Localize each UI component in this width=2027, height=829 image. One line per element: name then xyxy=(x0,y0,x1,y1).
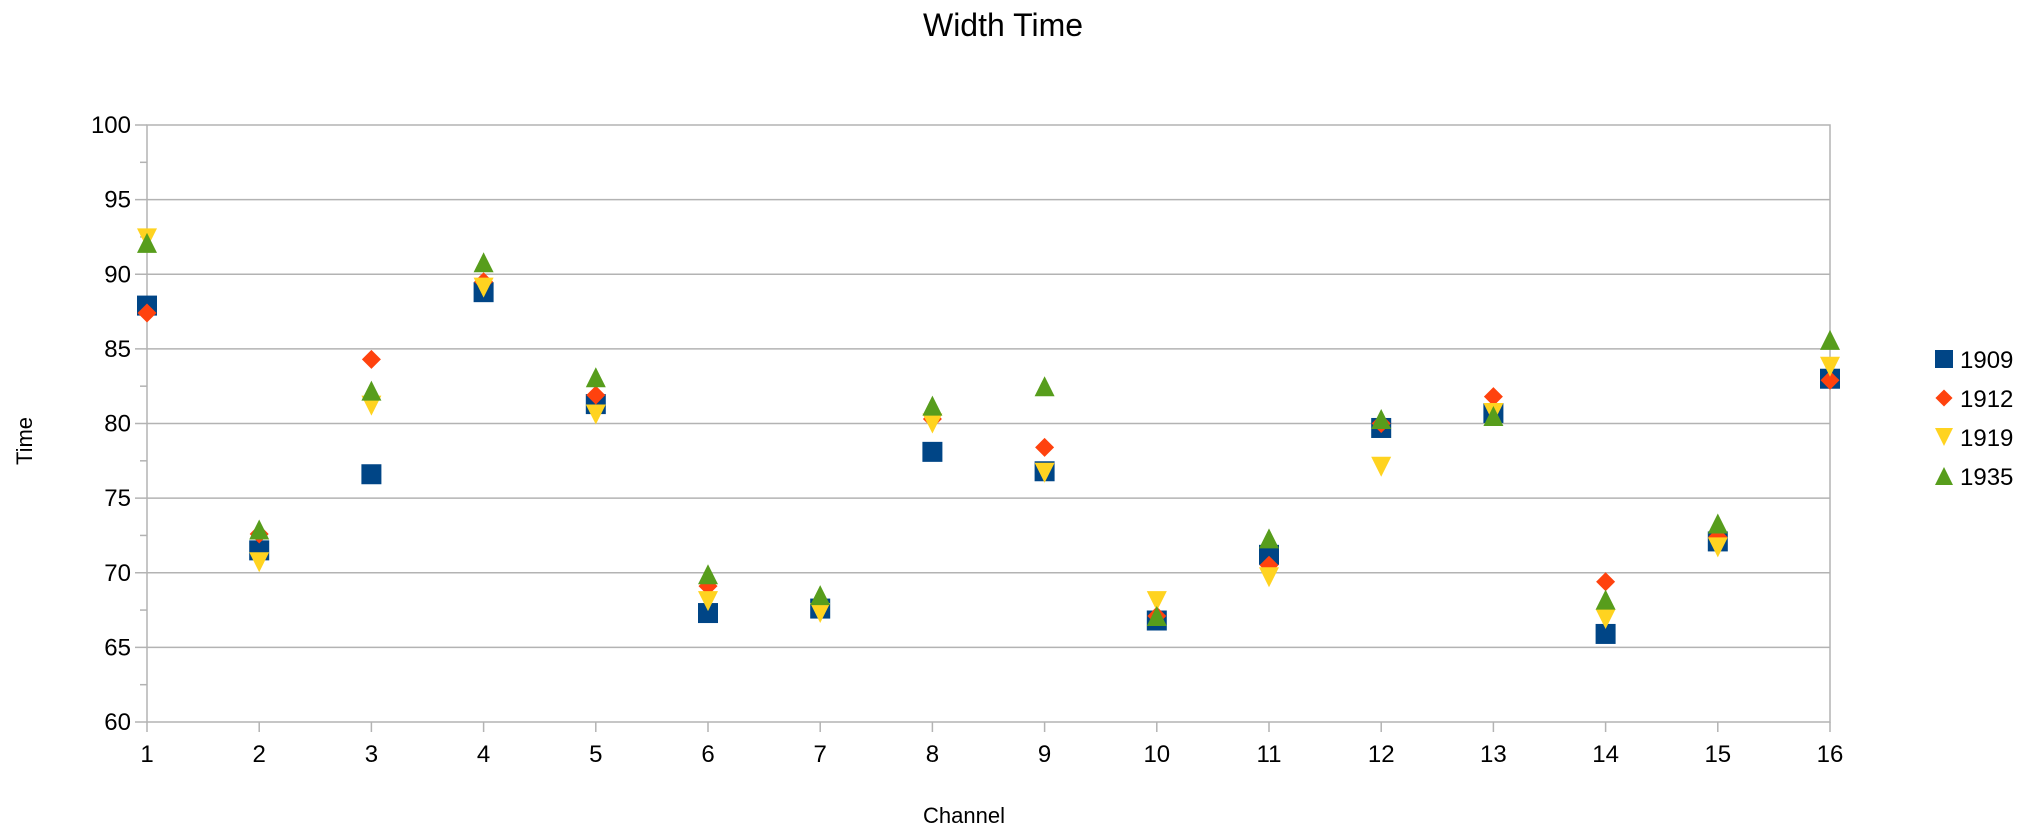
data-point-1919-16 xyxy=(1820,356,1840,377)
x-tick-label: 12 xyxy=(1368,741,1395,768)
data-point-1919-9 xyxy=(1034,462,1055,483)
data-point-1909-11 xyxy=(1259,544,1279,565)
x-tick-label: 6 xyxy=(701,741,714,768)
legend-marker-1935 xyxy=(1935,467,1953,485)
data-point-1935-3 xyxy=(361,380,382,401)
data-point-1935-4 xyxy=(473,252,494,273)
legend: 1909 1912 1919 1935 xyxy=(1935,347,2013,491)
legend-marker-1912 xyxy=(1935,389,1953,407)
y-tick-label: 70 xyxy=(104,560,131,587)
legend-item-1912: 1912 xyxy=(1935,386,2013,413)
data-point-1912-3 xyxy=(361,349,381,369)
y-tick-labels: 60 65 70 75 80 85 90 95 100 xyxy=(91,112,131,736)
y-tick-label: 90 xyxy=(104,261,131,288)
legend-item-1919: 1919 xyxy=(1935,425,2013,452)
data-point-1935-7 xyxy=(810,585,831,606)
data-point-1919-7 xyxy=(810,603,831,624)
data-point-1935-5 xyxy=(585,367,606,388)
data-point-1919-15 xyxy=(1707,537,1728,558)
data-point-1935-9 xyxy=(1034,376,1055,397)
x-tick-label: 15 xyxy=(1704,741,1731,768)
data-point-1919-11 xyxy=(1259,567,1279,588)
x-tick-label: 4 xyxy=(477,741,490,768)
y-tick-label: 85 xyxy=(104,336,131,363)
data-point-1919-5 xyxy=(585,404,606,425)
y-tick-label: 75 xyxy=(104,485,131,512)
y-tick-label: 95 xyxy=(104,187,131,214)
data-point-1919-8 xyxy=(922,413,943,434)
data-point-1935-10 xyxy=(1146,606,1167,627)
data-point-1919-6 xyxy=(698,591,718,612)
x-tick-label: 7 xyxy=(814,741,827,768)
x-tick-label: 8 xyxy=(926,741,939,768)
data-point-1909-6 xyxy=(698,603,718,624)
legend-label: 1912 xyxy=(1960,386,2013,413)
legend-label: 1935 xyxy=(1960,464,2013,491)
chart-title: Width Time xyxy=(923,7,1083,43)
data-point-1919-14 xyxy=(1595,609,1616,630)
data-point-1912-1 xyxy=(137,303,157,323)
legend-item-1909: 1909 xyxy=(1935,347,2013,374)
data-point-1912-9 xyxy=(1035,437,1055,457)
data-point-1935-6 xyxy=(698,564,718,585)
x-tick-label: 9 xyxy=(1038,741,1051,768)
x-tick-label: 2 xyxy=(253,741,266,768)
x-tick-label: 5 xyxy=(589,741,602,768)
x-tick-label: 1 xyxy=(140,741,153,768)
legend-marker-1919 xyxy=(1935,428,1953,446)
x-tick-label: 10 xyxy=(1143,741,1170,768)
data-point-1935-12 xyxy=(1371,409,1392,430)
grid-layer xyxy=(147,198,1830,649)
x-tick-label: 11 xyxy=(1257,741,1282,768)
data-point-1912-14 xyxy=(1596,572,1616,592)
axis-ticks xyxy=(135,124,1831,732)
data-points xyxy=(137,228,1840,644)
y-tick-label: 60 xyxy=(104,709,131,736)
data-point-1935-1 xyxy=(137,232,157,253)
data-point-1909-14 xyxy=(1595,623,1616,644)
data-point-1935-15 xyxy=(1707,513,1728,534)
data-point-1935-2 xyxy=(249,519,270,540)
legend-marker-1909 xyxy=(1935,350,1953,368)
x-tick-label: 3 xyxy=(365,741,378,768)
data-point-1935-8 xyxy=(922,395,943,416)
data-point-1912-16 xyxy=(1820,370,1840,390)
data-point-1935-11 xyxy=(1259,528,1279,549)
data-point-1935-13 xyxy=(1483,406,1504,427)
x-tick-label: 13 xyxy=(1480,741,1507,768)
x-tick-labels: 1 2 3 4 5 6 7 8 9 10 11 12 13 14 15 16 xyxy=(140,741,1843,768)
x-axis-title: Channel xyxy=(923,803,1005,828)
y-tick-label: 80 xyxy=(104,411,131,438)
x-tick-label: 16 xyxy=(1817,741,1844,768)
y-tick-label: 100 xyxy=(91,112,131,139)
y-axis-title: Time xyxy=(12,417,37,465)
data-point-1912-13 xyxy=(1483,387,1503,407)
legend-label: 1919 xyxy=(1960,425,2013,452)
legend-label: 1909 xyxy=(1960,347,2013,374)
series-1909 xyxy=(137,282,1840,644)
legend-item-1935: 1935 xyxy=(1935,464,2013,491)
data-point-1919-10 xyxy=(1146,591,1167,612)
data-point-1909-8 xyxy=(922,441,943,462)
series-1935 xyxy=(137,232,1840,627)
data-point-1919-2 xyxy=(249,552,270,573)
data-point-1935-14 xyxy=(1595,589,1616,610)
series-1919 xyxy=(137,228,1840,630)
data-point-1912-5 xyxy=(586,385,606,405)
data-point-1919-12 xyxy=(1371,456,1392,477)
data-point-1919-4 xyxy=(473,277,494,298)
data-point-1935-16 xyxy=(1820,329,1840,350)
x-tick-label: 14 xyxy=(1592,741,1619,768)
y-tick-label: 65 xyxy=(104,634,131,661)
data-point-1909-3 xyxy=(361,464,382,485)
